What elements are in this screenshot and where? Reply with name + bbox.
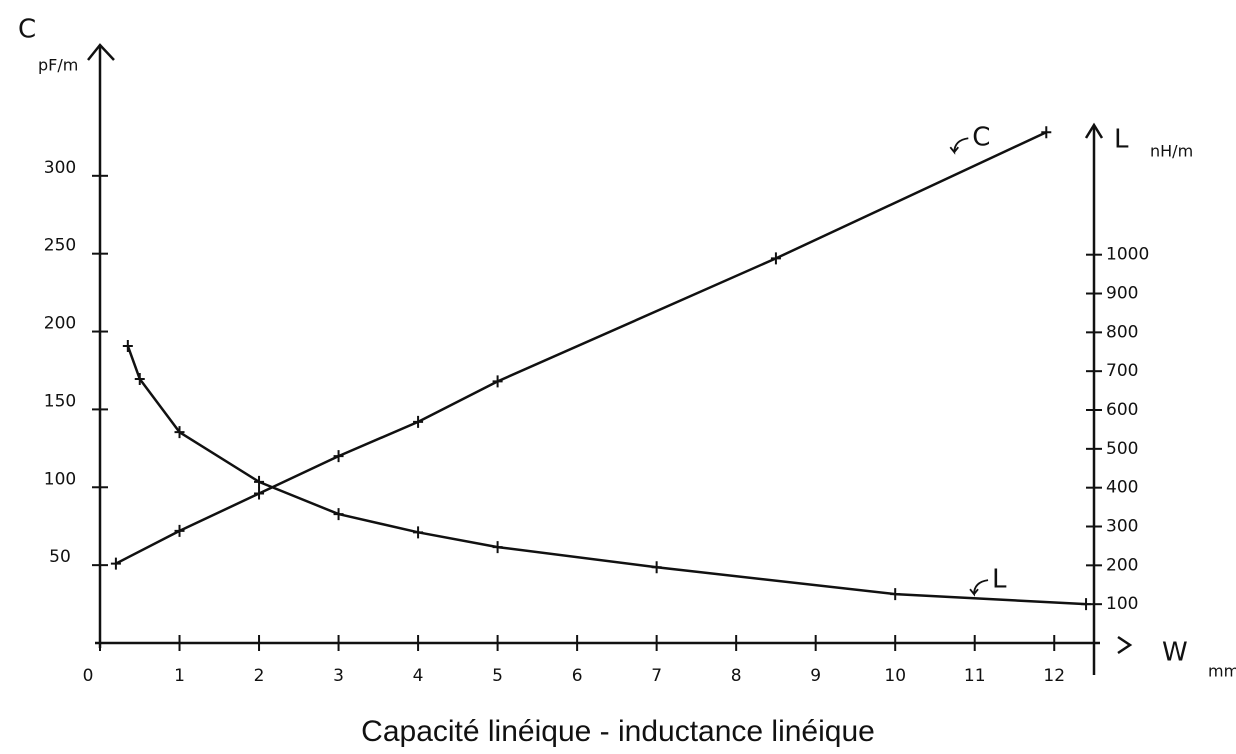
x-tick-label: 8 bbox=[731, 666, 742, 686]
data-point bbox=[174, 426, 185, 439]
y-tick-label: 50 bbox=[49, 547, 71, 567]
x-tick-label: 3 bbox=[333, 666, 344, 686]
x-tick-label: 9 bbox=[810, 666, 821, 686]
series-line bbox=[115, 131, 1047, 565]
data-point bbox=[254, 487, 265, 500]
data-point bbox=[333, 508, 344, 521]
y2-tick-label: 100 bbox=[1106, 594, 1138, 614]
x-tick-label: 12 bbox=[1043, 666, 1065, 686]
y2-axis-unit: nH/m bbox=[1150, 142, 1193, 161]
y2-tick-label: 600 bbox=[1106, 400, 1138, 420]
x-tick-label: 5 bbox=[492, 666, 503, 686]
x-tick-label: 2 bbox=[254, 666, 265, 686]
data-point bbox=[413, 526, 424, 539]
x-tick-label: 11 bbox=[964, 666, 986, 686]
series-line bbox=[126, 345, 1087, 606]
data-point bbox=[770, 252, 781, 265]
y2-tick-label: 900 bbox=[1106, 284, 1138, 304]
y2-tick-label: 200 bbox=[1106, 555, 1138, 575]
y2-tick-label: 500 bbox=[1106, 439, 1138, 459]
y-tick-label: 150 bbox=[44, 391, 76, 411]
x-tick-label: 10 bbox=[884, 666, 906, 686]
series-annotation-arrow bbox=[969, 579, 989, 597]
y-tick-label: 300 bbox=[44, 158, 76, 178]
data-point bbox=[333, 450, 344, 463]
data-point bbox=[1081, 598, 1092, 611]
y2-axis-label: L bbox=[1114, 125, 1129, 155]
y2-tick-label: 400 bbox=[1106, 478, 1138, 498]
data-point bbox=[890, 588, 901, 601]
y-axis-arrow bbox=[87, 43, 115, 61]
x-tick-label: 1 bbox=[174, 666, 185, 686]
data-point bbox=[134, 372, 145, 385]
y2-axis-arrow bbox=[1084, 122, 1104, 139]
y-axis-unit: pF/m bbox=[38, 56, 78, 75]
chart-title: Capacité linéique - inductance linéique bbox=[361, 715, 875, 748]
data-point bbox=[651, 561, 662, 574]
y-tick-label: 100 bbox=[44, 469, 76, 489]
y-tick-label: 250 bbox=[44, 236, 76, 256]
x-tick-label: 4 bbox=[413, 666, 424, 686]
x-axis-arrow bbox=[1117, 635, 1133, 655]
y2-tick-label: 800 bbox=[1106, 322, 1138, 342]
data-point bbox=[254, 475, 265, 488]
y2-tick-label: 300 bbox=[1106, 517, 1138, 537]
data-point bbox=[492, 375, 503, 388]
series-annotation: C bbox=[972, 123, 990, 153]
y-tick-label: 200 bbox=[44, 314, 76, 334]
x-axis-unit: mm bbox=[1208, 662, 1236, 681]
y-axis-label: C bbox=[18, 15, 36, 45]
data-point bbox=[1041, 126, 1052, 139]
x-tick-label: 6 bbox=[572, 666, 583, 686]
data-point bbox=[122, 339, 133, 352]
x-axis-label: W bbox=[1162, 638, 1188, 668]
series-annotation: L bbox=[992, 565, 1007, 595]
x-tick-label: 7 bbox=[651, 666, 662, 686]
series-annotation-arrow bbox=[949, 137, 969, 155]
y2-tick-label: 1000 bbox=[1106, 245, 1149, 265]
x-tick-label: 0 bbox=[83, 666, 94, 686]
data-point bbox=[110, 557, 121, 570]
y2-tick-label: 700 bbox=[1106, 361, 1138, 381]
data-point bbox=[413, 415, 424, 428]
data-point bbox=[492, 541, 503, 554]
data-point bbox=[174, 524, 185, 537]
